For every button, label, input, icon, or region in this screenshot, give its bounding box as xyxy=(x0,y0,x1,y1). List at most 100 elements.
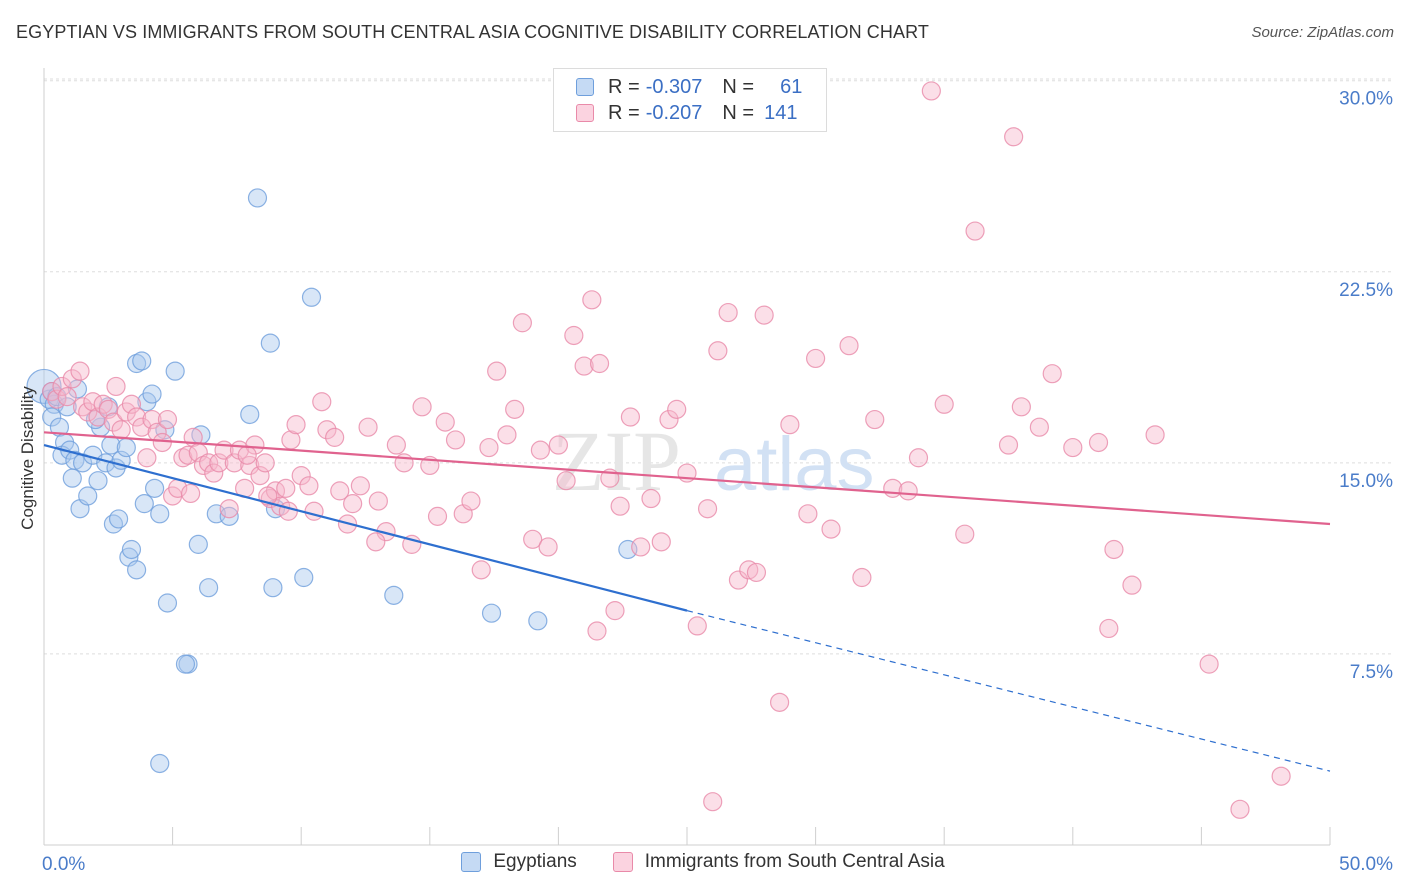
x-tick-label-max: 50.0% xyxy=(1339,854,1393,875)
immigrants-point xyxy=(445,430,466,450)
immigrants-point xyxy=(427,506,448,526)
immigrants-point xyxy=(132,417,152,437)
immigrants-point xyxy=(103,412,124,432)
egyptians-point xyxy=(199,578,219,598)
egyptians-point xyxy=(263,578,283,598)
y-tick-label: 22.5% xyxy=(1339,280,1393,301)
egyptians-point xyxy=(108,509,129,529)
immigrants-point xyxy=(512,313,532,333)
immigrants-point xyxy=(278,501,298,521)
immigrants-point xyxy=(70,361,90,381)
legend-row-immigrants: R = -0.207 N = 141 xyxy=(576,100,797,126)
immigrants-point xyxy=(62,369,82,389)
immigrants-point xyxy=(728,570,749,590)
egyptians-point xyxy=(88,471,108,491)
chart-title: EGYPTIAN VS IMMIGRANTS FROM SOUTH CENTRA… xyxy=(16,22,929,42)
immigrants-point xyxy=(1199,654,1219,674)
immigrants-point xyxy=(659,409,679,430)
immigrants-point xyxy=(1063,437,1083,458)
immigrants-point xyxy=(582,290,602,310)
immigrants-point xyxy=(1099,618,1119,639)
immigrants-point xyxy=(1029,417,1049,437)
immigrants-point xyxy=(412,397,432,417)
legend-item-egyptians[interactable]: Egyptians xyxy=(461,851,577,873)
immigrants-point xyxy=(631,537,651,557)
trend-layer xyxy=(43,431,1331,772)
x-tick-label-min: 0.0% xyxy=(42,854,85,875)
immigrants-point xyxy=(523,529,543,549)
immigrants-point xyxy=(330,481,350,501)
immigrants-point xyxy=(651,532,671,552)
immigrants-point xyxy=(52,376,72,397)
immigrants-point xyxy=(181,483,201,504)
points-layer xyxy=(26,81,1291,819)
immigrants-point xyxy=(1011,397,1031,417)
immigrants-point xyxy=(366,532,386,552)
egyptians-point xyxy=(62,468,82,488)
immigrants-point xyxy=(556,471,576,491)
egyptians-point xyxy=(42,407,62,427)
immigrants-point xyxy=(865,409,885,430)
immigrants-point xyxy=(798,504,818,524)
immigrants-point xyxy=(921,81,941,101)
immigrants-point xyxy=(142,409,162,430)
legend-n-label: N = xyxy=(722,101,755,124)
egyptians-point xyxy=(57,397,77,417)
immigrants-point xyxy=(1088,432,1109,453)
y-axis-label: Cognitive Disability xyxy=(18,386,37,530)
egyptians-point xyxy=(175,654,196,674)
legend-r-label: R = xyxy=(608,75,640,98)
egyptians-point xyxy=(150,504,170,524)
legend-item-immigrants[interactable]: Immigrants from South Central Asia xyxy=(612,851,945,873)
immigrants-point xyxy=(343,494,363,514)
immigrants-point xyxy=(530,440,550,460)
immigrants-point xyxy=(839,336,859,356)
immigrants-point xyxy=(641,488,661,509)
legend-swatch-blue xyxy=(576,78,594,96)
immigrants-point xyxy=(564,325,584,346)
y-tick-label: 15.0% xyxy=(1339,471,1393,492)
immigrants-point xyxy=(276,478,296,498)
immigrants-point xyxy=(209,453,229,473)
immigrants-point xyxy=(769,692,790,712)
egyptians-point xyxy=(103,514,124,534)
stats-legend: R = -0.307 N = 61 R = -0.207 N = 141 xyxy=(553,68,827,132)
immigrants-point xyxy=(998,435,1019,455)
immigrants-point xyxy=(955,524,975,544)
egyptians-point xyxy=(260,333,280,353)
immigrants-point xyxy=(739,560,759,580)
immigrants-point xyxy=(1271,766,1291,786)
immigrants-point xyxy=(78,402,98,422)
immigrants-point xyxy=(780,415,800,435)
egyptians-point xyxy=(78,486,98,506)
axis-layer: 7.5% 15.0% 22.5% 30.0% xyxy=(43,68,1393,846)
immigrants-point xyxy=(173,448,193,468)
egyptians-point xyxy=(384,585,404,605)
immigrants-point xyxy=(126,407,147,427)
egyptians-point xyxy=(219,506,239,526)
legend-swatch-pink xyxy=(612,852,633,872)
immigrants-point xyxy=(237,445,257,465)
immigrants-point xyxy=(204,463,224,483)
immigrants-point xyxy=(1104,539,1124,560)
immigrants-point xyxy=(286,415,306,435)
immigrants-point xyxy=(255,453,275,473)
immigrants-trend-line xyxy=(43,431,1331,526)
legend-n-label: N = xyxy=(722,75,755,98)
immigrants-point xyxy=(106,376,126,397)
immigrants-point xyxy=(548,435,569,455)
immigrants-point xyxy=(667,399,687,419)
egyptians-point xyxy=(134,494,154,514)
immigrants-point xyxy=(934,394,954,414)
immigrants-point xyxy=(908,448,929,468)
immigrants-point xyxy=(386,435,406,455)
legend-r-label: R = xyxy=(608,101,640,124)
legend-label-egyptians: Egyptians xyxy=(493,851,577,872)
y-tick-label: 30.0% xyxy=(1339,89,1393,110)
egyptians-point xyxy=(142,384,162,404)
immigrants-point xyxy=(72,397,93,417)
immigrants-point xyxy=(898,481,918,501)
immigrants-point xyxy=(708,341,728,361)
egyptians-point xyxy=(528,611,548,631)
